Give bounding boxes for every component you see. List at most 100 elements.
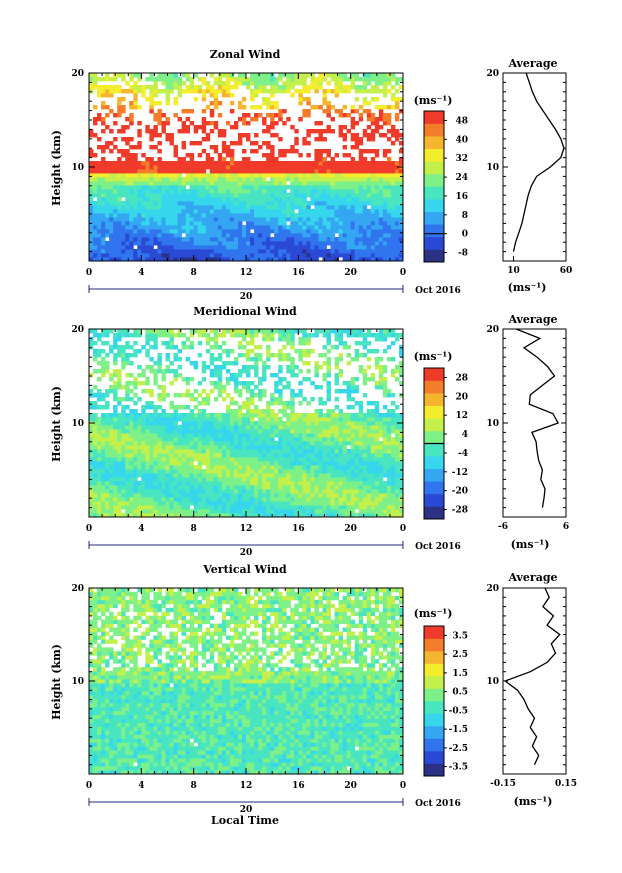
heatmap-cell bbox=[97, 253, 102, 258]
heatmap-cell bbox=[330, 169, 335, 174]
heatmap-cell bbox=[298, 193, 303, 198]
heatmap-cell bbox=[209, 85, 215, 90]
heatmap-cell bbox=[294, 241, 299, 246]
heatmap-cell bbox=[153, 445, 158, 450]
heatmap-cell bbox=[241, 473, 247, 478]
heatmap-cell bbox=[165, 433, 170, 438]
heatmap-cell bbox=[314, 469, 319, 474]
heatmap-cell bbox=[97, 513, 102, 518]
heatmap-cell bbox=[290, 213, 295, 218]
heatmap-cell bbox=[374, 253, 380, 258]
heatmap-cell bbox=[310, 489, 315, 494]
heatmap-cell bbox=[89, 229, 94, 234]
heatmap-cell bbox=[205, 513, 211, 518]
heatmap-cell bbox=[290, 429, 295, 434]
heatmap-cell bbox=[278, 461, 283, 466]
heatmap-cell bbox=[322, 169, 327, 174]
heatmap-cell bbox=[274, 85, 279, 90]
heatmap-cell bbox=[241, 177, 247, 182]
y-tick-label: 10 bbox=[71, 163, 84, 173]
heatmap-cell bbox=[246, 193, 251, 198]
heatmap-cell bbox=[101, 509, 106, 514]
heatmap-cell bbox=[229, 233, 235, 238]
heatmap-cell bbox=[270, 453, 275, 458]
heatmap-cell bbox=[225, 497, 231, 502]
heatmap-cell bbox=[314, 165, 319, 170]
heatmap-cell bbox=[350, 485, 356, 490]
heatmap-cell bbox=[318, 449, 323, 454]
heatmap-cell bbox=[101, 229, 106, 234]
heatmap-cell bbox=[394, 181, 400, 186]
heatmap-cell bbox=[342, 493, 348, 498]
heatmap-cell bbox=[225, 413, 231, 418]
heatmap-cell bbox=[346, 177, 352, 182]
heatmap-cell bbox=[290, 125, 295, 130]
heatmap-cell bbox=[254, 113, 259, 118]
heatmap-cell bbox=[89, 197, 94, 202]
heatmap-cell bbox=[322, 93, 327, 98]
heatmap-cell bbox=[149, 493, 154, 498]
heatmap-cell bbox=[165, 477, 170, 482]
heatmap-cell bbox=[165, 437, 170, 442]
heatmap-cell bbox=[189, 229, 195, 234]
heatmap-cell bbox=[302, 185, 307, 190]
heatmap-cell bbox=[282, 441, 287, 446]
heatmap-cell bbox=[105, 505, 110, 510]
heatmap-cell bbox=[350, 109, 356, 114]
heatmap-cell bbox=[386, 177, 392, 182]
heatmap-cell bbox=[229, 141, 235, 146]
heatmap-cell bbox=[125, 125, 130, 130]
heatmap-cell bbox=[342, 237, 348, 242]
heatmap-cell bbox=[177, 465, 182, 470]
heatmap-cell bbox=[209, 169, 215, 174]
heatmap-cell bbox=[282, 169, 287, 174]
heatmap-cell bbox=[246, 177, 251, 182]
heatmap-cell bbox=[125, 81, 130, 86]
heatmap-cell bbox=[205, 461, 211, 466]
heatmap-cell bbox=[394, 205, 400, 210]
heatmap-cell bbox=[197, 245, 203, 250]
heatmap-cell bbox=[394, 113, 400, 118]
heatmap-cell bbox=[89, 473, 94, 478]
heatmap-cell bbox=[181, 257, 187, 262]
heatmap-cell bbox=[314, 417, 319, 422]
heatmap-cell bbox=[346, 421, 352, 426]
heatmap-cell bbox=[213, 433, 219, 438]
heatmap-cell bbox=[169, 81, 174, 86]
heatmap-cell bbox=[362, 433, 368, 438]
heatmap-cell bbox=[125, 225, 130, 230]
heatmap-cell bbox=[157, 177, 162, 182]
heatmap-cell bbox=[294, 185, 299, 190]
heatmap-cell bbox=[129, 421, 134, 426]
heatmap-cell bbox=[209, 501, 215, 506]
heatmap-cell bbox=[185, 225, 191, 230]
heatmap-cell bbox=[374, 121, 380, 126]
heatmap-cell bbox=[386, 201, 392, 206]
heatmap-cell bbox=[270, 425, 275, 430]
heatmap-cell bbox=[241, 161, 247, 166]
heatmap-cell bbox=[286, 193, 291, 198]
heatmap-cell bbox=[250, 237, 255, 242]
heatmap-cell bbox=[326, 113, 331, 118]
heatmap-cell bbox=[193, 417, 199, 422]
heatmap-cell bbox=[129, 73, 134, 78]
heatmap-cell bbox=[165, 417, 170, 422]
heatmap-cell bbox=[378, 461, 384, 466]
heatmap-cell bbox=[334, 205, 339, 210]
heatmap-cell bbox=[346, 237, 352, 242]
heatmap-cell bbox=[390, 225, 396, 230]
heatmap-cell bbox=[278, 421, 283, 426]
heatmap-cell bbox=[157, 429, 162, 434]
heatmap-cell bbox=[326, 493, 331, 498]
heatmap-cell bbox=[258, 445, 263, 450]
heatmap-cell bbox=[246, 445, 251, 450]
heatmap-cell bbox=[354, 229, 360, 234]
heatmap-cell bbox=[354, 417, 360, 422]
heatmap-cell bbox=[294, 161, 299, 166]
heatmap-cell bbox=[213, 429, 219, 434]
heatmap-cell bbox=[262, 73, 267, 78]
heatmap-cell bbox=[101, 217, 106, 222]
heatmap-cell bbox=[93, 437, 98, 442]
heatmap-cell bbox=[225, 509, 231, 514]
heatmap-cell bbox=[209, 101, 215, 106]
